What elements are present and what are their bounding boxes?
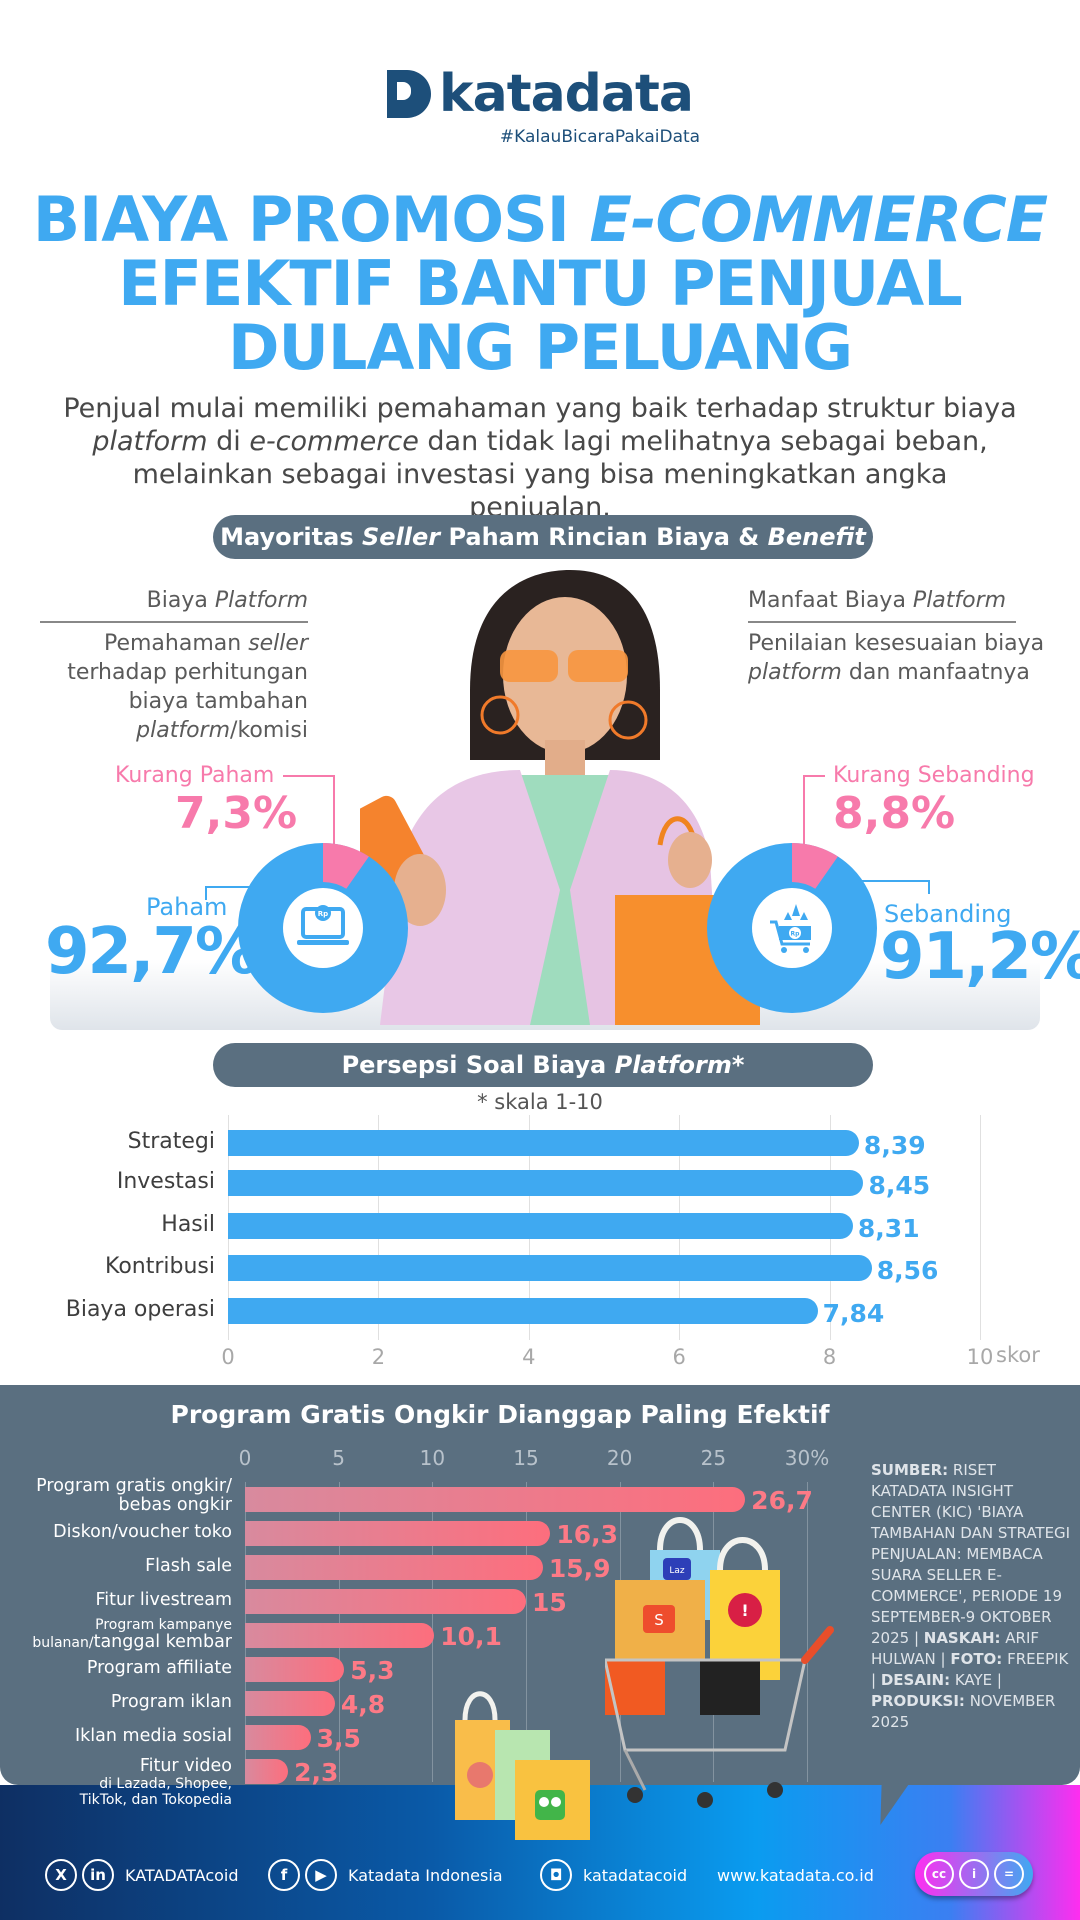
x-axis-unit: skor (996, 1343, 1040, 1367)
katadata-logo-icon (387, 70, 432, 118)
brand-tagline: #KalauBicaraPakaiData (499, 127, 701, 147)
social-handle-facebook-youtube[interactable]: Katadata Indonesia (348, 1866, 503, 1885)
bar-label: Kontribusi (105, 1254, 215, 1279)
linkedin-icon[interactable]: in (82, 1859, 114, 1891)
section-pill-perception: Persepsi Soal Biaya Platform* (213, 1043, 873, 1087)
youtube-icon[interactable]: ▶ (305, 1859, 337, 1891)
bar-value: 8,39 (863, 1131, 926, 1160)
facebook-icon[interactable]: f (268, 1859, 300, 1891)
kurang-paham-leader-line (283, 775, 335, 845)
nd-icon: = (994, 1859, 1024, 1889)
platform-cost-heading: Biaya Platform (40, 588, 308, 623)
bar-value: 8,45 (868, 1171, 931, 1200)
sebanding-label: Sebanding (884, 900, 1012, 928)
kurang-sebanding-label: Kurang Sebanding (833, 763, 1035, 788)
x-tick-label: 10 (966, 1345, 994, 1369)
platform-cost-description: Biaya Platform Pemahaman seller terhadap… (40, 588, 308, 745)
by-icon: i (959, 1859, 989, 1889)
donut-chart-understanding: Rp (238, 843, 408, 1013)
footer-social-links: X in KATADATAcoid f ▶ Katadata Indonesia… (0, 1855, 1080, 1895)
paham-label: Paham (146, 893, 228, 921)
title-line3: DULANG PELUANG (228, 311, 853, 384)
kurang-sebanding-value: 8,8% (833, 788, 956, 839)
kurang-paham-label: Kurang Paham (115, 763, 275, 788)
scale-note: * skala 1-10 (477, 1090, 603, 1114)
bar (228, 1298, 818, 1324)
kurang-sebanding-leader-line (803, 775, 825, 845)
woman-with-phone-and-bag-photo (360, 560, 760, 1025)
bar-value: 8,56 (876, 1256, 939, 1285)
platform-benefit-body: Penilaian kesesuaian biaya platform dan … (748, 631, 1045, 685)
svg-text:S: S (654, 1611, 664, 1629)
paham-leader-line (205, 886, 250, 900)
platform-benefit-heading: Manfaat Biaya Platform (748, 588, 1016, 623)
bar-value: 7,84 (822, 1299, 885, 1328)
title-line2: EFEKTIF BANTU PENJUAL (118, 247, 962, 320)
brand-name: katadata (439, 64, 694, 124)
bar (228, 1170, 864, 1196)
x-icon[interactable]: X (45, 1859, 77, 1891)
kurang-paham-value: 7,3% (175, 788, 298, 839)
shopping-bags-illustration (450, 1680, 600, 1840)
bar-label: Hasil (161, 1212, 215, 1237)
bar (228, 1213, 853, 1239)
donut-chart-benefit: Rp (707, 843, 877, 1013)
section-pill-understanding: Mayoritas Seller Paham Rincian Biaya & B… (213, 515, 873, 559)
laptop-rupiah-icon: Rp (293, 903, 353, 953)
x-tick-label: 6 (672, 1345, 686, 1369)
bar-label: Strategi (127, 1129, 215, 1154)
social-handle-instagram[interactable]: katadatacoid (583, 1866, 688, 1885)
x-tick-label: 4 (522, 1345, 536, 1369)
sebanding-value: 91,2% (880, 920, 1080, 994)
title-line1: BIAYA PROMOSI (32, 183, 590, 256)
bar-label: Investasi (116, 1169, 215, 1194)
perception-bar-chart: 0 2 4 6 8 10 skor Strategi 8,39 Investasi 8,45 Hasi… (0, 1115, 1080, 1375)
sebanding-leader-line (860, 880, 930, 894)
instagram-icon[interactable]: ◘ (540, 1859, 572, 1891)
svg-text:Rp: Rp (791, 931, 801, 938)
social-handle-twitter-linkedin[interactable]: KATADATAcoid (125, 1866, 239, 1885)
bar-value: 8,31 (857, 1214, 920, 1243)
bar (228, 1255, 872, 1281)
svg-text:Rp: Rp (318, 910, 328, 918)
website-link[interactable]: www.katadata.co.id (717, 1866, 874, 1885)
page-title: BIAYA PROMOSI E-COMMERCE EFEKTIF BANTU P… (0, 188, 1080, 380)
gridline (980, 1115, 981, 1340)
x-tick-label: 2 (371, 1345, 386, 1369)
shopping-cart-illustration: Laz ! S (603, 1510, 855, 1810)
creative-commons-badge: cc i = (915, 1852, 1033, 1896)
title-line1-italic: E-COMMERCE (589, 183, 1048, 256)
bar-label: Biaya operasi (65, 1297, 215, 1322)
cc-icon: cc (924, 1859, 954, 1889)
x-tick-label: 0 (221, 1345, 235, 1369)
x-tick-label: 8 (822, 1345, 837, 1369)
svg-text:Laz: Laz (669, 1566, 685, 1576)
bar (228, 1130, 859, 1156)
platform-cost-body: Pemahaman seller terhadap perhitungan bi… (67, 631, 308, 743)
paham-value: 92,7% (45, 915, 259, 989)
intro-paragraph: Penjual mulai memiliki pemahaman yang ba… (63, 393, 1017, 523)
cart-rupiah-arrows-icon: Rp (762, 898, 822, 958)
section-programs-bg (0, 1385, 1080, 1785)
platform-benefit-description: Manfaat Biaya Platform Penilaian kesesua… (748, 588, 1048, 687)
svg-text:!: ! (741, 1601, 748, 1620)
brand-logo: katadata #KalauBicaraPakaiData (0, 68, 1080, 147)
source-credits: SUMBER: RISET KATADATA INSIGHT CENTER (K… (871, 1461, 1071, 1731)
programs-chart-title: Program Gratis Ongkir Dianggap Paling Ef… (170, 1400, 830, 1429)
